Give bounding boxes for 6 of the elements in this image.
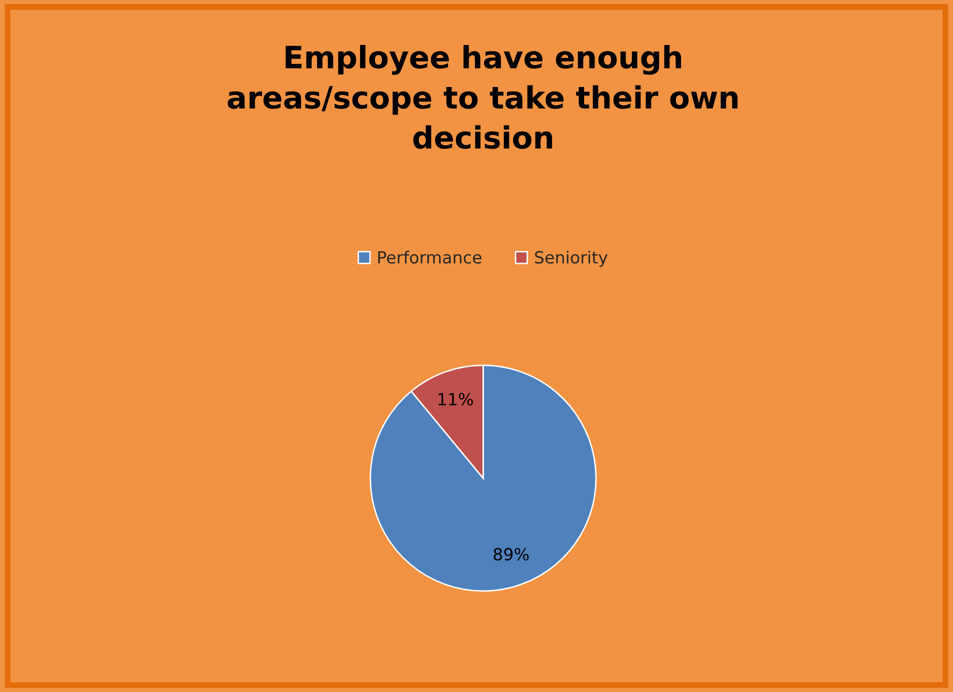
chart-title: Employee have enough areas/scope to take their own decision [228, 44, 738, 149]
pie-slice [370, 364, 597, 592]
legend-label: Seniority [535, 250, 608, 267]
data-label: 89% [494, 548, 529, 561]
legend-label: Performance [378, 250, 482, 264]
data-label: 11% [438, 392, 473, 406]
